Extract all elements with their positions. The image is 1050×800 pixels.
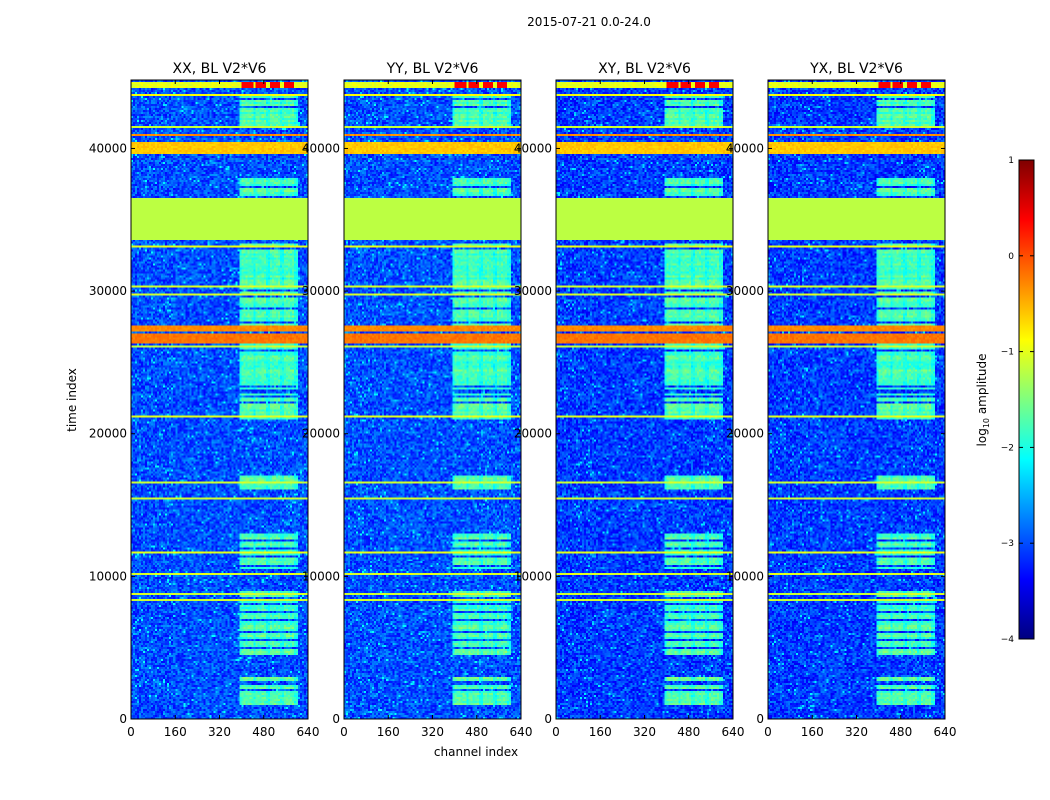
x-tick-label: 320 xyxy=(845,725,868,739)
x-tick-label: 320 xyxy=(421,725,444,739)
panel-1: YY, BL V2*V6 0 160 320 480 640 0 10000 20000 3000… xyxy=(302,61,533,739)
y-tick-label: 40000 xyxy=(89,141,127,155)
y-tick-label: 30000 xyxy=(302,284,340,298)
y-tick-label: 30000 xyxy=(89,284,127,298)
y-tick-label: 0 xyxy=(332,712,340,726)
panel-title: XY, BL V2*V6 xyxy=(598,61,691,77)
y-tick-label: 30000 xyxy=(514,284,552,298)
heatmap-image xyxy=(768,80,945,719)
x-tick-label: 320 xyxy=(633,725,656,739)
panel-title: XX, BL V2*V6 xyxy=(173,61,267,77)
y-tick-label: 30000 xyxy=(726,284,764,298)
colorbar-tick-label: −2 xyxy=(1001,443,1014,453)
y-tick-label: 10000 xyxy=(514,569,552,583)
x-tick-label: 480 xyxy=(889,725,912,739)
colorbar-tick-label: −1 xyxy=(1001,348,1014,358)
figure-title: 2015-07-21 0.0-24.0 xyxy=(527,15,651,29)
x-tick-label: 0 xyxy=(764,725,772,739)
colorbar-tick-label: −3 xyxy=(1001,539,1014,549)
y-tick-label: 20000 xyxy=(302,427,340,441)
colorbar-tick-label: −4 xyxy=(1001,635,1015,645)
y-tick-label: 0 xyxy=(756,712,764,726)
y-tick-label: 10000 xyxy=(726,569,764,583)
x-axis-label: channel index xyxy=(434,745,518,759)
x-tick-label: 0 xyxy=(127,725,135,739)
y-tick-label: 20000 xyxy=(514,427,552,441)
colorbar-label: log10 amplitude xyxy=(975,354,991,447)
x-tick-label: 640 xyxy=(722,725,745,739)
y-tick-label: 20000 xyxy=(726,427,764,441)
colorbar-tick-label: 0 xyxy=(1008,252,1014,262)
y-tick-label: 40000 xyxy=(514,141,552,155)
x-tick-label: 640 xyxy=(297,725,320,739)
y-tick-label: 10000 xyxy=(302,569,340,583)
y-tick-label: 0 xyxy=(119,712,127,726)
colorbar-gradient xyxy=(1018,159,1035,640)
x-tick-label: 160 xyxy=(377,725,400,739)
panel-2: XY, BL V2*V6 0 160 320 480 640 0 10000 20000 3000… xyxy=(514,61,745,739)
x-tick-label: 480 xyxy=(252,725,275,739)
heatmap-image xyxy=(131,80,308,719)
y-axis-label: time index xyxy=(65,368,79,432)
x-tick-label: 0 xyxy=(552,725,560,739)
panel-3: YX, BL V2*V6 0 160 320 480 640 0 10000 20000 3000… xyxy=(726,61,957,739)
heatmap-image xyxy=(344,80,521,719)
panel-title: YX, BL V2*V6 xyxy=(809,61,903,77)
y-tick-label: 10000 xyxy=(89,569,127,583)
y-tick-label: 0 xyxy=(544,712,552,726)
panel-0: XX, BL V2*V6 0 160 320 480 640 0 10000 20000 3000… xyxy=(89,61,320,739)
panel-title: YY, BL V2*V6 xyxy=(386,61,479,77)
colorbar-tick-label: 1 xyxy=(1008,156,1014,166)
x-tick-label: 160 xyxy=(801,725,824,739)
x-tick-label: 640 xyxy=(934,725,957,739)
x-tick-label: 160 xyxy=(589,725,612,739)
heatmap-image xyxy=(556,80,733,719)
x-tick-label: 0 xyxy=(340,725,348,739)
y-tick-label: 40000 xyxy=(726,141,764,155)
x-tick-label: 320 xyxy=(208,725,231,739)
colorbar: 1 0 −1 −2 −3 −4 log10 amplitude xyxy=(975,156,1035,645)
x-tick-label: 480 xyxy=(677,725,700,739)
x-tick-label: 640 xyxy=(510,725,533,739)
x-tick-label: 480 xyxy=(465,725,488,739)
y-tick-label: 40000 xyxy=(302,141,340,155)
heatmap-panels: XX, BL V2*V6 0 160 320 480 640 0 10000 20000 3000… xyxy=(89,61,957,739)
x-tick-label: 160 xyxy=(164,725,187,739)
y-tick-label: 20000 xyxy=(89,427,127,441)
